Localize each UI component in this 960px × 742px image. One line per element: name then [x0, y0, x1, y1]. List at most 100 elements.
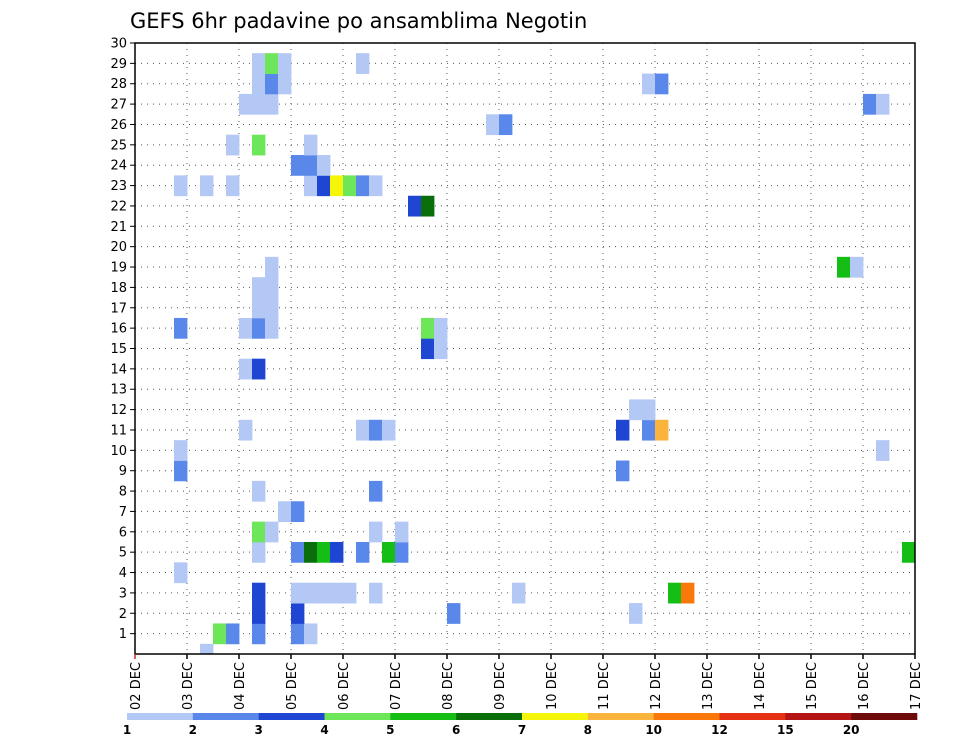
precip-cell	[252, 297, 266, 319]
colorbar-swatch	[719, 713, 786, 720]
x-tick-label: 09 DEC	[493, 662, 508, 710]
precip-cell	[239, 358, 253, 380]
precip-cell	[369, 582, 383, 604]
precip-cell	[356, 541, 370, 563]
x-tick-label: 05 DEC	[285, 662, 300, 710]
precip-cell	[655, 419, 669, 441]
precip-cell	[239, 317, 253, 339]
y-tick-label: 7	[119, 505, 127, 520]
precip-cell	[252, 53, 266, 74]
precip-cell	[265, 521, 279, 543]
precip-cell	[252, 277, 266, 298]
y-tick-label: 10	[110, 444, 127, 459]
y-tick-label: 12	[110, 403, 127, 418]
colorbar-label: 12	[711, 723, 728, 737]
y-tick-label: 9	[119, 464, 127, 479]
precip-cell	[317, 541, 331, 563]
precip-cell	[317, 582, 331, 604]
colorbar-label: 1	[123, 723, 131, 737]
precip-cell	[642, 419, 656, 441]
y-tick-label: 11	[110, 423, 127, 438]
precip-cell	[252, 541, 266, 563]
precip-cell	[252, 358, 266, 380]
precip-cell	[902, 541, 916, 563]
x-tick-label: 11 DEC	[597, 662, 612, 710]
precip-cell	[304, 582, 318, 604]
y-tick-label: 4	[119, 566, 127, 581]
precip-cell	[291, 541, 305, 563]
x-tick-label: 02 DEC	[129, 662, 144, 710]
precip-cell	[382, 419, 396, 441]
precip-cell	[265, 277, 279, 298]
colorbar-swatch	[390, 713, 457, 720]
precip-cell	[291, 582, 305, 604]
precip-cell	[863, 93, 877, 115]
colorbar-label: 2	[189, 723, 197, 737]
y-tick-label: 13	[110, 383, 127, 398]
precip-cell	[629, 399, 643, 421]
x-tick-label: 07 DEC	[389, 662, 404, 710]
precip-cell	[291, 501, 305, 523]
x-tick-label: 04 DEC	[233, 662, 248, 710]
colorbar-label: 5	[386, 723, 394, 737]
precip-cell	[252, 521, 266, 543]
x-tick-label: 08 DEC	[441, 662, 456, 710]
precip-cell	[343, 175, 357, 197]
precip-cell	[265, 256, 279, 278]
precip-cell	[434, 317, 448, 339]
precip-cell	[291, 155, 305, 176]
y-tick-label: 18	[110, 281, 127, 296]
precip-cell	[330, 582, 344, 604]
precip-cell	[226, 623, 240, 645]
precip-cell	[252, 317, 266, 339]
x-tick-label: 17 DEC	[909, 662, 924, 710]
y-tick-label: 27	[110, 98, 127, 113]
x-tick-label: 14 DEC	[753, 662, 768, 710]
precip-cell	[616, 460, 630, 482]
y-tick-label: 26	[110, 118, 127, 133]
precip-cell	[668, 582, 682, 604]
precip-cell	[369, 419, 383, 441]
colorbar-swatch	[851, 713, 918, 720]
colorbar-label: 8	[584, 723, 592, 737]
precip-cell	[174, 460, 188, 482]
precip-cell	[174, 175, 188, 197]
y-tick-label: 25	[110, 138, 127, 153]
y-tick-label: 2	[119, 607, 127, 622]
precip-cell	[356, 53, 370, 74]
precip-cell	[512, 582, 526, 604]
colorbar-label: 10	[645, 723, 662, 737]
precip-cell	[642, 399, 656, 421]
y-tick-label: 24	[110, 159, 127, 174]
precip-cell	[616, 419, 630, 441]
precip-cell	[213, 623, 227, 645]
precip-cell	[291, 623, 305, 645]
precip-cell	[265, 93, 279, 115]
x-tick-label: 06 DEC	[337, 662, 352, 710]
x-tick-label: 10 DEC	[545, 662, 560, 710]
colorbar-label: 7	[518, 723, 526, 737]
precip-cell	[265, 317, 279, 339]
precip-cell	[850, 256, 864, 278]
precip-cell	[486, 114, 500, 136]
y-tick-label: 19	[110, 261, 127, 276]
y-tick-label: 21	[110, 220, 127, 235]
precip-cell	[317, 155, 331, 176]
precip-cell	[265, 53, 279, 74]
y-tick-label: 3	[119, 586, 127, 601]
precip-cell	[499, 114, 513, 136]
precip-cell	[252, 582, 266, 604]
precip-cell	[434, 338, 448, 360]
precip-cell	[304, 623, 318, 645]
precip-cell	[200, 175, 214, 197]
precip-cell	[252, 623, 266, 645]
precip-cell	[642, 73, 656, 95]
precip-cell	[837, 256, 851, 278]
precip-cell	[265, 297, 279, 319]
precip-cell	[356, 175, 370, 197]
precip-cell	[395, 521, 409, 543]
precip-cell	[681, 582, 695, 604]
y-tick-label: 28	[110, 77, 127, 92]
x-axis: 02 DEC 03 DEC 04 DEC 05 DEC 06 DEC 07 DEC 08 D…	[129, 654, 924, 710]
colorbar-swatch	[127, 713, 194, 720]
